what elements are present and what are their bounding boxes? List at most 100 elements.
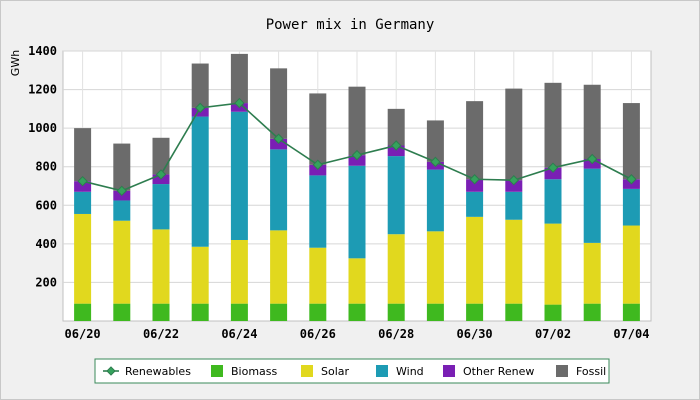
- bar-wind: [544, 179, 562, 224]
- bar-other-renew: [74, 181, 92, 192]
- bar-solar: [74, 213, 92, 304]
- bar-biomass: [505, 303, 523, 321]
- renewables-point: [547, 162, 559, 173]
- legend-swatch: [211, 365, 223, 377]
- bar-solar: [426, 231, 444, 304]
- bar-fossil: [348, 86, 366, 156]
- bar-biomass: [113, 303, 131, 321]
- renewables-point: [430, 156, 441, 168]
- chart-title: Power mix in Germany: [266, 17, 435, 33]
- renewables-point: [194, 102, 206, 114]
- x-tick-label: 07/02: [535, 327, 571, 341]
- bar-wind: [270, 149, 288, 231]
- bar-biomass: [544, 304, 562, 321]
- bar-fossil: [466, 101, 484, 180]
- bar-other-renew: [505, 180, 523, 192]
- bar-solar: [387, 234, 405, 304]
- x-tick-label: 06/28: [378, 327, 414, 341]
- bar-biomass: [74, 303, 92, 321]
- renewables-point: [626, 174, 637, 185]
- bar-solar: [191, 246, 209, 304]
- bar-wind: [426, 169, 444, 232]
- renewables-point: [312, 159, 324, 170]
- bar-wind: [583, 168, 601, 243]
- bar-fossil: [505, 88, 523, 181]
- bar-wind: [191, 116, 209, 247]
- bar-fossil: [426, 120, 444, 162]
- renewables-point: [469, 174, 480, 185]
- y-tick-label: 600: [35, 198, 57, 212]
- bar-biomass: [270, 303, 288, 321]
- legend-label: Biomass: [231, 365, 278, 378]
- x-tick-label: 06/26: [300, 327, 336, 341]
- bar-fossil: [583, 84, 601, 159]
- renewables-point: [116, 185, 128, 197]
- bar-wind: [466, 191, 484, 217]
- bar-other-renew: [544, 167, 562, 180]
- bar-wind: [505, 191, 523, 220]
- renewables-point: [586, 153, 598, 165]
- bar-solar: [544, 223, 562, 305]
- bar-other-renew: [348, 155, 366, 166]
- bar-biomass: [426, 303, 444, 321]
- bar-biomass: [387, 303, 405, 321]
- y-tick-label: 1400: [28, 44, 57, 58]
- renewables-point: [234, 97, 245, 109]
- bar-solar: [230, 240, 248, 304]
- bar-fossil: [152, 137, 170, 175]
- y-tick-label: 800: [35, 160, 57, 174]
- bar-solar: [152, 229, 170, 304]
- bar-solar: [270, 230, 288, 304]
- renewables-point: [273, 133, 284, 144]
- renewables-point: [508, 175, 520, 186]
- bar-fossil: [309, 93, 327, 165]
- bar-wind: [348, 165, 366, 259]
- y-tick-label: 400: [35, 237, 57, 251]
- bar-solar: [466, 216, 484, 304]
- bar-biomass: [152, 303, 170, 321]
- bar-wind: [230, 111, 248, 240]
- renewables-point: [351, 149, 363, 161]
- renewables-point: [155, 169, 167, 180]
- bar-solar: [583, 242, 601, 304]
- legend-label: Other Renew: [463, 365, 534, 378]
- bar-fossil: [544, 82, 562, 168]
- x-tick-label: 06/30: [457, 327, 493, 341]
- legend-swatch: [556, 365, 568, 377]
- legend: Renewables Biomass Solar Wind Other Renew Fos…: [94, 358, 610, 384]
- legend-label: Fossil: [576, 365, 606, 378]
- bar-wind: [74, 191, 92, 214]
- bar-fossil: [622, 103, 640, 180]
- bar-other-renew: [387, 145, 405, 157]
- y-tick-label: 1000: [28, 121, 57, 135]
- bar-fossil: [191, 63, 209, 108]
- bar-wind: [622, 188, 640, 226]
- bar-wind: [309, 175, 327, 248]
- bar-fossil: [270, 68, 288, 139]
- bar-biomass: [622, 303, 640, 321]
- legend-box: [94, 358, 610, 384]
- y-axis-label: GWh: [9, 50, 22, 76]
- bar-biomass: [466, 303, 484, 321]
- legend-swatch: [376, 365, 388, 377]
- legend-label: Renewables: [125, 365, 191, 378]
- x-tick-label: 07/04: [613, 327, 649, 341]
- bar-solar: [113, 220, 131, 304]
- bar-wind: [152, 184, 170, 230]
- bar-biomass: [583, 303, 601, 321]
- legend-label: Wind: [396, 365, 424, 378]
- bar-other-renew: [466, 179, 484, 192]
- bar-fossil: [230, 53, 248, 104]
- x-tick-label: 06/20: [65, 327, 101, 341]
- legend-swatch: [443, 365, 455, 377]
- bar-biomass: [348, 303, 366, 321]
- bar-fossil: [74, 128, 92, 182]
- renewables-point: [390, 140, 402, 151]
- legend-swatch: [301, 365, 313, 377]
- renewables-point: [77, 175, 88, 187]
- bar-solar: [505, 219, 523, 304]
- y-tick-label: 1200: [28, 83, 57, 97]
- bar-other-renew: [309, 164, 327, 176]
- x-tick-label: 06/22: [143, 327, 179, 341]
